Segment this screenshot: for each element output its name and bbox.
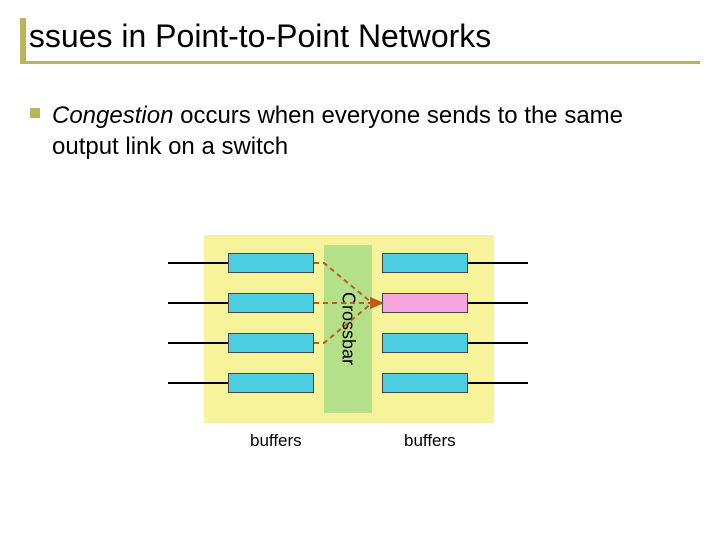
buffers-left-label: buffers: [250, 431, 302, 451]
output-wire: [468, 382, 528, 384]
output-wire: [468, 302, 528, 304]
input-buffer: [228, 293, 314, 313]
output-buffer: [382, 373, 468, 393]
bullet-item: Congestion occurs when everyone sends to…: [52, 100, 672, 162]
input-wire: [168, 382, 228, 384]
title-bar: Issues in Point-to-Point Networks: [20, 18, 700, 64]
title-accent-bar: [20, 18, 26, 64]
congestion-arrow: [314, 303, 382, 343]
bullet-marker-icon: [30, 108, 40, 118]
output-buffer-congested: [382, 293, 468, 313]
output-wire: [468, 262, 528, 264]
input-buffer: [228, 333, 314, 353]
switch-diagram: Crossbar buffers buffers: [168, 235, 528, 465]
bullet-emphasis: Congestion: [52, 102, 173, 129]
slide-title: Issues in Point-to-Point Networks: [20, 18, 700, 64]
output-buffer: [382, 333, 468, 353]
input-wire: [168, 262, 228, 264]
input-buffer: [228, 373, 314, 393]
output-buffer: [382, 253, 468, 273]
input-wire: [168, 302, 228, 304]
input-buffer: [228, 253, 314, 273]
input-wire: [168, 342, 228, 344]
output-wire: [468, 342, 528, 344]
congestion-arrow: [314, 263, 382, 303]
arrows-layer: [168, 235, 528, 465]
buffers-right-label: buffers: [404, 431, 456, 451]
